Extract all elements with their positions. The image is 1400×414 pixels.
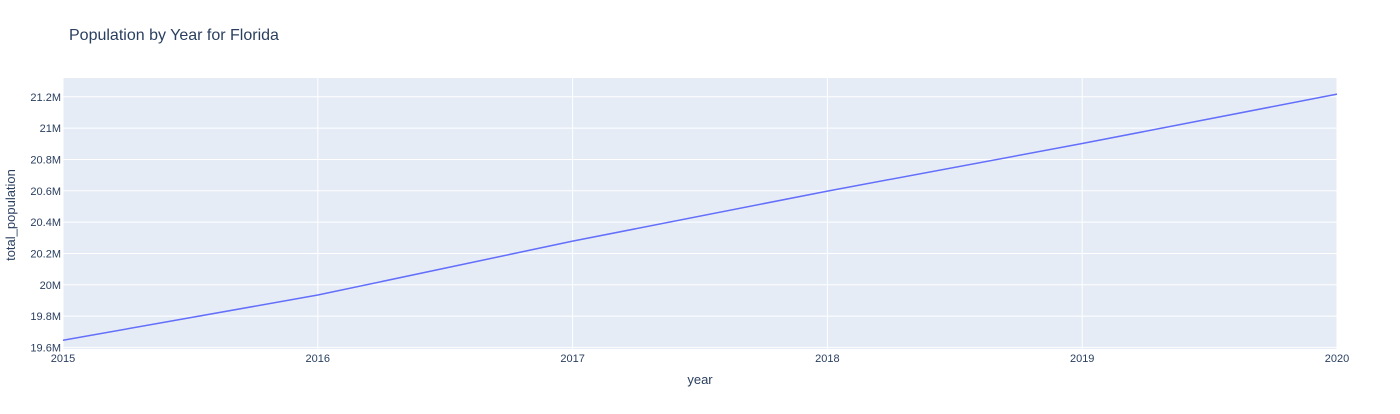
y-gridlines bbox=[63, 96, 1337, 348]
x-tick-label: 2015 bbox=[51, 353, 75, 365]
plot-area bbox=[63, 78, 1337, 349]
x-tick-label: 2019 bbox=[1070, 353, 1094, 365]
x-tick-label: 2016 bbox=[306, 353, 330, 365]
y-tick-labels: 19.6M 19.8M 20M 20.2M 20.4M 20.6M 20.8M 21M 21.2… bbox=[30, 92, 61, 355]
y-tick-label: 20M bbox=[40, 280, 61, 292]
y-tick-label: 20.4M bbox=[30, 217, 61, 229]
y-tick-label: 19.8M bbox=[30, 311, 61, 323]
y-tick-label: 19.6M bbox=[30, 342, 61, 354]
x-tick-label: 2020 bbox=[1325, 353, 1349, 365]
y-tick-label: 20.2M bbox=[30, 248, 61, 260]
y-tick-label: 21M bbox=[40, 123, 61, 135]
y-tick-label: 20.6M bbox=[30, 186, 61, 198]
x-gridlines bbox=[62, 78, 1338, 349]
series-layer bbox=[62, 93, 1338, 341]
population-series-line bbox=[62, 93, 1338, 341]
y-tick-label: 21.2M bbox=[30, 92, 61, 104]
y-axis-title: total_population bbox=[3, 169, 18, 261]
x-axis-title: year bbox=[687, 372, 713, 387]
x-tick-labels: 2015 2016 2017 2018 2019 2020 bbox=[51, 353, 1349, 365]
chart-title: Population by Year for Florida bbox=[69, 27, 279, 44]
x-tick-label: 2018 bbox=[815, 353, 839, 365]
x-tick-label: 2017 bbox=[560, 353, 584, 365]
y-tick-label: 20.8M bbox=[30, 154, 61, 166]
